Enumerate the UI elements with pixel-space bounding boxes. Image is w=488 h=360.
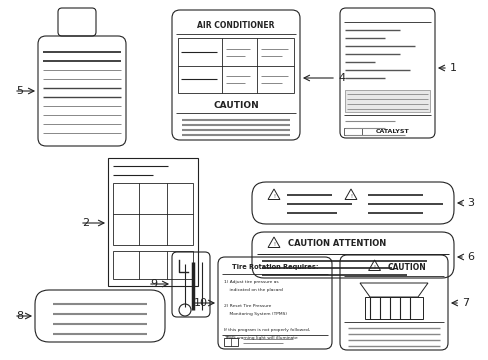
Bar [108,158,198,286]
Text: CATALYST: CATALYST [375,130,409,135]
Bar [113,183,193,245]
Text: Tire Rotation Requires:: Tire Rotation Requires: [231,264,318,270]
Bar [113,251,193,279]
Text: 3: 3 [466,198,473,208]
Text: 4: 4 [337,73,345,83]
Text: 7: 7 [461,298,468,308]
Text: 9: 9 [150,279,157,289]
Text: 8: 8 [16,311,23,321]
Bar [224,338,238,346]
Bar [364,297,422,319]
Text: !: ! [349,194,351,199]
Text: AIR CONDITIONER: AIR CONDITIONER [197,22,274,31]
Text: 2: 2 [82,218,89,228]
Text: CAUTION ATTENTION: CAUTION ATTENTION [287,239,386,248]
Text: 2) Reset Tire Pressure: 2) Reset Tire Pressure [224,304,271,308]
Text: 1) Adjust tire pressure as: 1) Adjust tire pressure as [224,280,278,284]
Text: 5: 5 [16,86,23,96]
Text: !: ! [373,265,375,270]
Text: !: ! [272,194,274,199]
Text: !: ! [272,242,274,247]
Text: CAUTION: CAUTION [386,262,426,271]
Bar [345,90,429,112]
Text: 1: 1 [449,63,456,73]
Text: CAUTION: CAUTION [213,102,258,111]
Text: TPMS warning light will illuminate: TPMS warning light will illuminate [224,336,297,340]
Bar [343,128,361,135]
Text: 10: 10 [194,298,207,308]
Text: Monitoring System (TPMS): Monitoring System (TPMS) [224,312,286,316]
Text: indicated on the placard: indicated on the placard [224,288,282,292]
Bar [178,38,293,93]
Text: If this program is not properly followed,: If this program is not properly followed… [224,328,309,332]
Text: 6: 6 [466,252,473,262]
